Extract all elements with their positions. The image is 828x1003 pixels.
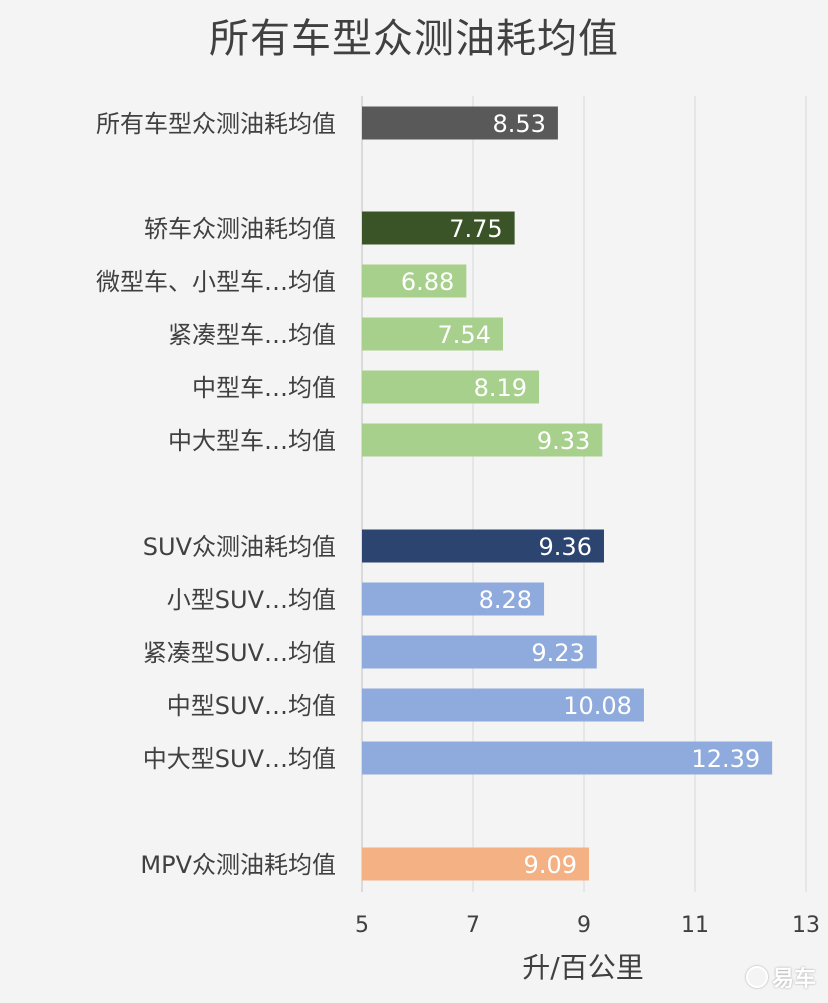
bar [362,370,540,404]
value-label: 9.33 [537,427,590,455]
bar [362,423,603,457]
bar [362,317,503,351]
category-label: 中型SUV…均值 [167,692,336,720]
value-label: 9.09 [524,851,577,879]
bar [362,264,467,298]
value-label: 8.19 [474,374,527,402]
bar [362,635,597,669]
bar [362,688,644,722]
x-tick-label: 11 [681,913,709,938]
category-label: SUV众测油耗均值 [143,533,336,561]
value-label: 7.75 [449,215,502,243]
bar [362,582,545,616]
category-label: 紧凑型车…均值 [168,321,336,349]
category-label: 中型车…均值 [192,374,336,402]
chart-title: 所有车型众测油耗均值 [209,16,619,62]
category-label: 轿车众测油耗均值 [144,215,336,243]
watermark: 易车 [745,961,816,993]
category-label: 紧凑型SUV…均值 [143,639,336,667]
category-label: 所有车型众测油耗均值 [96,110,336,138]
value-label: 9.23 [531,639,584,667]
yiche-logo-icon [745,966,768,988]
category-label: 中大型SUV…均值 [143,745,336,773]
bar [362,847,589,881]
value-label: 8.53 [492,110,545,138]
bar [362,529,604,563]
category-label: 中大型车…均值 [168,427,336,455]
x-axis-title: 升/百公里 [522,951,643,984]
category-label: MPV众测油耗均值 [140,851,336,879]
watermark-text: 易车 [771,967,816,992]
value-label: 10.08 [563,692,632,720]
x-tick-label: 13 [792,913,820,938]
bar [362,106,558,140]
bar [362,741,773,775]
x-tick-label: 9 [577,913,591,938]
x-tick-label: 5 [355,913,369,938]
category-label: 小型SUV…均值 [167,586,336,614]
value-label: 7.54 [438,321,491,349]
value-label: 6.88 [401,268,454,296]
value-label: 9.36 [539,533,592,561]
labels: 5 7 9 11 13 所有车型众测油耗均值 8.53 轿车众测油耗均值 7.75 微型车、小型车… [96,110,820,938]
bars [362,106,773,881]
value-label: 8.28 [479,586,532,614]
category-label: 微型车、小型车…均值 [96,268,336,296]
value-label: 12.39 [691,745,760,773]
x-tick-label: 7 [466,913,480,938]
bar [362,211,515,245]
